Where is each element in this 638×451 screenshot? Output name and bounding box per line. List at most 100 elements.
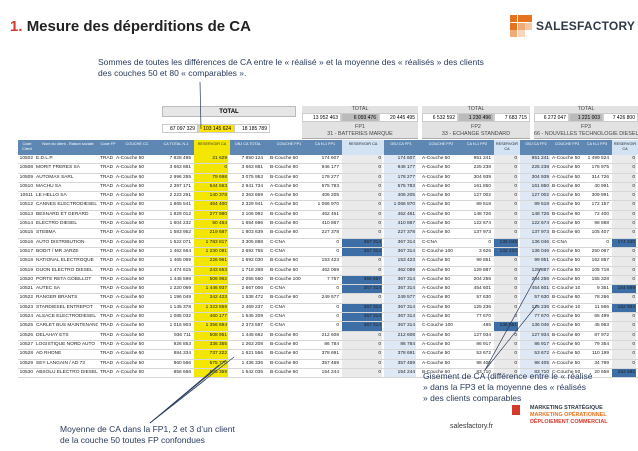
table-cell: 10519 — [19, 267, 33, 273]
table-cell: 0 — [342, 340, 382, 350]
table-cell: B-Couche 60 — [270, 221, 298, 227]
table-cell: 0 — [494, 210, 518, 220]
total-box-reservoir: 103 145 624 — [198, 124, 234, 133]
table-cell: 575 783 — [384, 182, 416, 192]
data-rows: 10502 E.D.L.P. TRAD A-Couche 50 7 828 495 21 … — [18, 155, 638, 379]
fp1-sub: FP1 — [355, 124, 365, 130]
table-cell: 1 066 970 — [317, 202, 339, 208]
table-cell: 0 — [612, 220, 636, 229]
table-cell: 1 220 069 — [169, 286, 191, 292]
column-header: RESERVOIR CA — [612, 140, 638, 155]
table-cell: 161 850 — [473, 183, 491, 189]
table-cell: A-Couche 50 — [116, 165, 144, 171]
table-cell: B-Couche 60 — [270, 258, 298, 264]
table-cell: C-Couche 100 — [552, 304, 580, 310]
table-cell: TRAD — [100, 174, 114, 180]
table-cell: 367 314 — [384, 238, 416, 247]
table-cell: 2 329 941 — [241, 202, 263, 208]
table-cell: 227 378 — [321, 230, 339, 236]
table-cell: B-Couche 60 — [552, 211, 580, 217]
table-cell: 951 241 — [473, 156, 491, 161]
table-cell: 454 601 — [520, 285, 550, 294]
table-cell: 86 917 — [520, 340, 550, 350]
table-cell: A-Couche 50 — [116, 360, 144, 366]
table-cell: AUTEC SA — [36, 286, 60, 292]
table-row: 10519 DIJON ELECTRO DIESEL TRAD A-Couche 50… — [18, 266, 638, 276]
table-cell: 2 667 006 — [241, 286, 263, 292]
table-cell: 129 887 — [520, 266, 550, 275]
table-cell: A-Couche 50 — [116, 248, 144, 254]
table-cell: 0 — [342, 210, 382, 220]
table-cell: 153 423 — [321, 258, 339, 264]
table-cell: C-CNA — [270, 314, 286, 320]
table-cell: A-Couche 50 — [422, 202, 450, 208]
table-cell: A-Couche 80 — [422, 295, 450, 301]
table-cell: 462 461 — [384, 210, 416, 220]
table-cell: 226 961 — [194, 257, 228, 266]
table-cell: 53 672 — [520, 350, 550, 359]
table-cell: 378 691 — [384, 350, 416, 359]
table-cell: 2 363 669 — [241, 193, 263, 199]
table-cell: A-Couche 50 — [116, 211, 144, 217]
table-cell: B-Couche 60 — [270, 267, 298, 273]
table-cell: 21 629 — [194, 155, 228, 164]
table-cell: 0 — [494, 340, 518, 350]
column-header: OBJ CA FP2 — [525, 142, 547, 146]
table-cell: 34 789 — [594, 360, 609, 366]
table-cell: 1 196 049 — [169, 295, 191, 301]
table-cell: 153 423 — [384, 257, 416, 266]
table-cell: A-Couche 50 — [116, 295, 144, 301]
total-box-label: TOTAL — [162, 106, 296, 117]
table-cell: 884 334 — [173, 351, 191, 357]
table-cell: DIJON ELECTRO DIESEL — [36, 267, 93, 273]
table-cell: 10517 — [19, 248, 33, 254]
table-cell: 0 — [494, 303, 518, 313]
table-cell: 0 — [494, 359, 518, 368]
table-cell: 936 711 — [174, 332, 191, 338]
table-cell: 65 499 — [594, 314, 609, 320]
table-cell: 72 400 — [594, 211, 609, 217]
table-cell: 125 236 — [520, 303, 550, 313]
table-row: 10526 DELAHAY ETS TRAD A-Couche 50 936 711 50… — [18, 331, 638, 341]
table-cell: 1 436 336 — [241, 360, 263, 366]
table-cell: 0 — [494, 192, 518, 201]
table-cell: 250 067 — [591, 248, 609, 254]
table-cell: 127 002 — [520, 192, 550, 201]
fp2-band — [422, 106, 530, 139]
table-cell: A-Couche 50 — [270, 183, 298, 189]
table-cell: 174 607 — [321, 156, 339, 161]
table-cell: 127 934 — [473, 332, 491, 338]
table-cell: B-Couche 60 — [270, 332, 298, 338]
table-cell: 10520 — [19, 276, 33, 282]
table-cell: 45 963 — [594, 323, 609, 329]
table-cell: TRAD — [100, 165, 114, 171]
table-cell: 0 — [342, 220, 382, 229]
table-cell: A-Couche 50 — [422, 267, 450, 273]
fp2-total-reservoir: 1 230 496 — [458, 113, 494, 122]
table-cell: CANNES ELECTRODIESEL — [36, 202, 98, 208]
table-cell: 2 373 597 — [241, 323, 263, 329]
table-cell: 3 626 — [478, 248, 491, 254]
table-cell: 77 670 — [520, 313, 550, 322]
table-cell: 154 244 — [321, 369, 339, 375]
column-header: COUCHE FP1 — [276, 142, 302, 146]
table-cell: 3 663 881 — [169, 165, 191, 171]
table-cell: 1 465 069 — [169, 258, 191, 264]
table-cell: 1 263 208 — [241, 341, 263, 347]
table-cell: C-Couche 100 — [422, 323, 453, 329]
table-cell: 140 378 — [194, 192, 228, 201]
table-cell: 1 783 817 — [194, 238, 228, 247]
table-cell: 1 145 378 — [169, 304, 191, 310]
table-cell: 0 — [612, 313, 636, 322]
table-cell: 0 — [612, 331, 636, 340]
table-cell: 0 — [494, 313, 518, 322]
table-cell: 7 828 495 — [169, 156, 191, 161]
table-cell: TRAD — [100, 351, 114, 357]
table-row: 10518 NATIONAL ELECTROQUE TRAD A-Couche 50 1… — [18, 257, 638, 267]
table-cell: B-Couche 60 — [270, 351, 298, 357]
table-cell: A-Couche 50 — [552, 174, 580, 180]
table-cell: 462 069 — [384, 266, 416, 275]
table-cell: A-Couche 50 — [422, 286, 450, 292]
table-cell: 87 972 — [594, 332, 609, 338]
table-cell: 460 177 — [194, 313, 228, 322]
